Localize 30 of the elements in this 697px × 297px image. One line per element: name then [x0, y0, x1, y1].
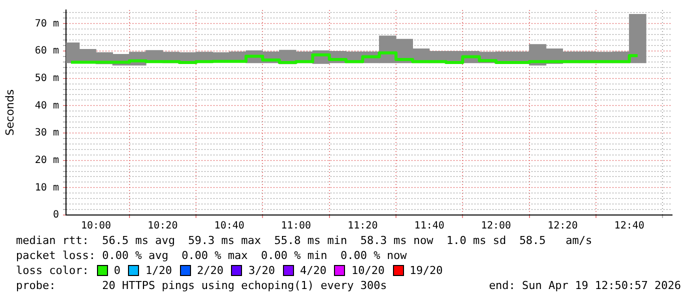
y-tick-label: 50 m: [34, 72, 59, 84]
legend-label: 2/20: [196, 264, 224, 277]
x-tick-label: 10:40: [214, 220, 244, 232]
text: end: Sun Apr 19 12:50:57 2026: [488, 279, 681, 292]
x-tick-label: 10:00: [80, 220, 112, 232]
x-tick-label: 12:40: [614, 220, 644, 232]
legend-label: 1/20: [145, 264, 172, 277]
legend-title: loss color:: [16, 264, 89, 277]
y-tick-label: 40 m: [34, 100, 59, 112]
y-axis-title: Seconds: [3, 89, 16, 136]
legend-label: 19/20: [410, 264, 443, 277]
text: probe: 20 HTTPS pings using echoping(1) every 300s: [16, 279, 387, 292]
text: median rtt: 56.5 ms avg 59.3 ms max 55.8 ms min 58.3 ms now 1.0 ms sd 58.5 am/s: [16, 234, 592, 247]
y-tick-label: 20 m: [34, 154, 59, 166]
x-tick-label: 12:20: [548, 220, 578, 232]
legend-label: 0: [114, 264, 120, 277]
legend-label: 3/20: [248, 264, 275, 277]
y-tick-label: 10 m: [34, 182, 59, 194]
legend-label: 4/20: [300, 264, 326, 277]
x-tick-label: 11:20: [348, 220, 378, 232]
x-tick-label: 11:00: [280, 220, 312, 232]
x-tick-label: 11:40: [414, 220, 444, 232]
x-tick-label: 10:20: [148, 220, 178, 232]
y-tick-label: 60 m: [34, 46, 59, 57]
x-tick-label: 12:00: [480, 220, 512, 232]
y-tick-label: 0: [52, 210, 59, 221]
text: packet loss: 0.00 % avg 0.00 % max 0.00 % min 0.00 % now: [16, 249, 407, 262]
y-tick-label: 70 m: [34, 18, 59, 30]
y-tick-label: 30 m: [34, 128, 59, 139]
legend-label: 10/20: [351, 264, 385, 277]
